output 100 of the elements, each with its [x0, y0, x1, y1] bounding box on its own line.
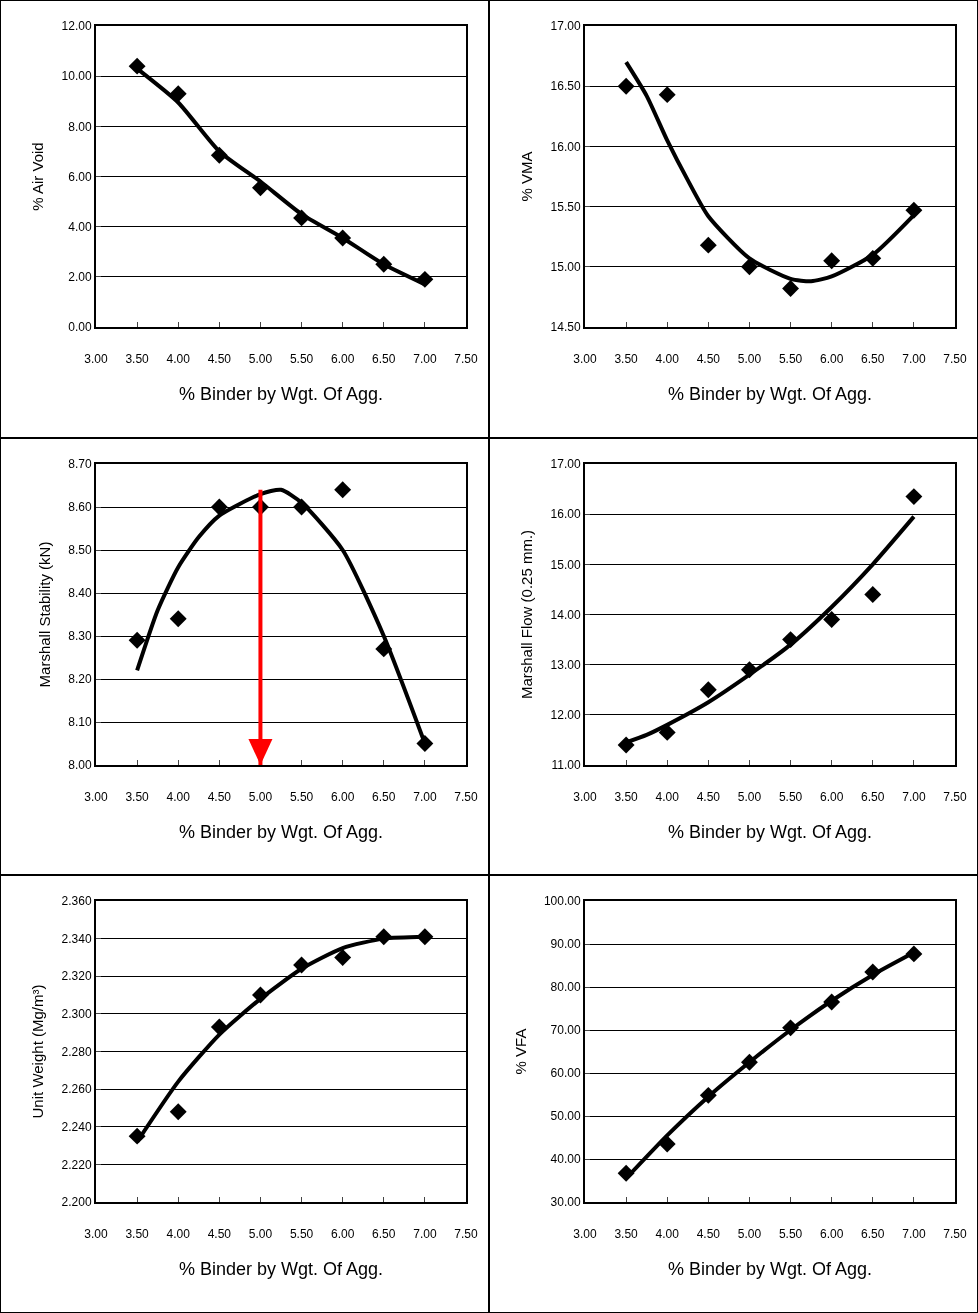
- x-tick-label: 4.00: [655, 790, 680, 805]
- x-tick-label: 7.50: [454, 352, 478, 367]
- x-tick-label: 7.50: [454, 1227, 478, 1242]
- x-tick-label: 3.50: [125, 790, 150, 805]
- x-tick-label: 7.00: [413, 1227, 437, 1242]
- y-tick-label: 2.240: [61, 1120, 92, 1135]
- x-tick-label: 3.00: [84, 1227, 108, 1242]
- y-tick-label: 8.60: [68, 499, 92, 514]
- y-tick-label: 8.30: [68, 628, 92, 643]
- x-tick-label: 3.00: [573, 1227, 597, 1242]
- y-tick-label: 2.260: [61, 1082, 92, 1097]
- point: [699, 236, 717, 254]
- x-tick-label: 6.00: [819, 1227, 844, 1242]
- x-axis-title: % Binder by Wgt. Of Agg.: [178, 384, 384, 404]
- y-tick-label: 80.00: [550, 980, 581, 995]
- x-tick-label: 4.50: [207, 790, 232, 805]
- point: [617, 77, 635, 95]
- point: [823, 252, 841, 270]
- x-tick-label: 6.50: [372, 352, 396, 367]
- x-tick-label: 5.00: [248, 1227, 273, 1242]
- y-tick-label: 12.00: [550, 707, 581, 722]
- x-tick-label: 3.00: [573, 790, 597, 805]
- y-tick-label: 8.20: [68, 671, 92, 686]
- x-axis-title: % Binder by Wgt. Of Agg.: [667, 821, 873, 842]
- y-tick-label: 40.00: [550, 1152, 581, 1167]
- y-axis-title: % VFA: [511, 1028, 529, 1075]
- point: [905, 201, 923, 219]
- x-tick-label: 4.50: [696, 1227, 721, 1242]
- y-tick-label: 8.00: [68, 757, 92, 772]
- point: [740, 258, 758, 276]
- y-tick-label: 16.00: [550, 507, 581, 522]
- x-tick-label: 7.00: [413, 790, 437, 805]
- point: [699, 680, 717, 698]
- x-tick-label: 6.00: [819, 352, 844, 367]
- x-tick-label: 3.50: [125, 352, 150, 367]
- y-tick-label: 16.00: [550, 139, 581, 154]
- x-tick-label: 3.00: [84, 790, 108, 805]
- y-tick-label: 4.00: [68, 219, 92, 234]
- y-tick-label: 2.360: [61, 894, 92, 909]
- y-axis-title: % VMA: [518, 151, 536, 202]
- x-tick-label: 7.00: [902, 1227, 926, 1242]
- x-tick-label: 5.50: [778, 790, 803, 805]
- x-tick-label: 6.50: [861, 790, 885, 805]
- y-tick-label: 6.00: [68, 169, 92, 184]
- y-tick-label: 15.00: [550, 557, 581, 572]
- y-axis-title: Marshall Stability (kN): [35, 541, 53, 688]
- x-tick-label: 4.00: [655, 1227, 680, 1242]
- y-tick-label: 8.50: [68, 542, 92, 557]
- y-tick-label: 14.00: [550, 607, 581, 622]
- x-tick-label: 6.00: [330, 790, 355, 805]
- x-tick-label: 4.00: [166, 790, 191, 805]
- point: [334, 481, 352, 498]
- x-tick-label: 5.50: [778, 1227, 803, 1242]
- point: [128, 631, 146, 649]
- y-tick-label: 8.40: [68, 585, 92, 600]
- x-tick-label: 4.00: [166, 352, 191, 367]
- point: [210, 498, 228, 516]
- y-tick-label: 8.00: [68, 119, 92, 134]
- x-tick-label: 4.50: [696, 790, 721, 805]
- x-tick-label: 6.50: [861, 1227, 885, 1242]
- x-tick-label: 5.00: [737, 352, 762, 367]
- y-tick-label: 90.00: [550, 937, 581, 952]
- point: [905, 487, 923, 505]
- point: [334, 949, 352, 967]
- y-tick-label: 2.200: [61, 1195, 92, 1210]
- y-tick-label: 2.320: [61, 969, 92, 984]
- y-tick-label: 11.00: [551, 757, 581, 772]
- x-tick-label: 6.00: [330, 352, 355, 367]
- x-tick-label: 4.00: [655, 352, 680, 367]
- y-tick-label: 10.00: [61, 69, 92, 84]
- x-tick-label: 6.00: [819, 790, 844, 805]
- x-tick-label: 7.00: [902, 352, 926, 367]
- x-tick-label: 7.50: [454, 790, 478, 805]
- y-axis-title: % Air Void: [29, 142, 47, 211]
- y-tick-label: 0.00: [68, 320, 92, 335]
- x-tick-label: 7.00: [413, 352, 437, 367]
- x-tick-label: 5.00: [248, 790, 273, 805]
- x-tick-label: 7.50: [943, 790, 967, 805]
- x-tick-label: 3.50: [614, 1227, 639, 1242]
- y-tick-label: 15.50: [550, 199, 581, 214]
- point: [658, 86, 676, 104]
- point: [823, 610, 841, 628]
- x-tick-label: 5.00: [248, 352, 273, 367]
- y-tick-label: 100.00: [543, 894, 581, 909]
- x-tick-label: 5.50: [289, 790, 314, 805]
- y-tick-label: 16.50: [550, 79, 581, 94]
- y-tick-label: 60.00: [550, 1066, 581, 1081]
- y-tick-label: 17.00: [550, 456, 581, 471]
- x-tick-label: 4.50: [207, 1227, 232, 1242]
- x-tick-label: 4.00: [166, 1227, 191, 1242]
- y-tick-label: 50.00: [550, 1109, 581, 1124]
- point: [782, 280, 800, 297]
- y-tick-label: 2.300: [61, 1007, 92, 1022]
- point: [169, 1103, 187, 1121]
- x-tick-label: 4.50: [207, 352, 232, 367]
- point: [169, 610, 187, 627]
- x-tick-label: 5.00: [737, 1227, 762, 1242]
- x-tick-label: 5.50: [289, 1227, 314, 1242]
- x-axis-title: % Binder by Wgt. Of Agg.: [667, 384, 873, 404]
- x-tick-label: 3.00: [84, 352, 108, 367]
